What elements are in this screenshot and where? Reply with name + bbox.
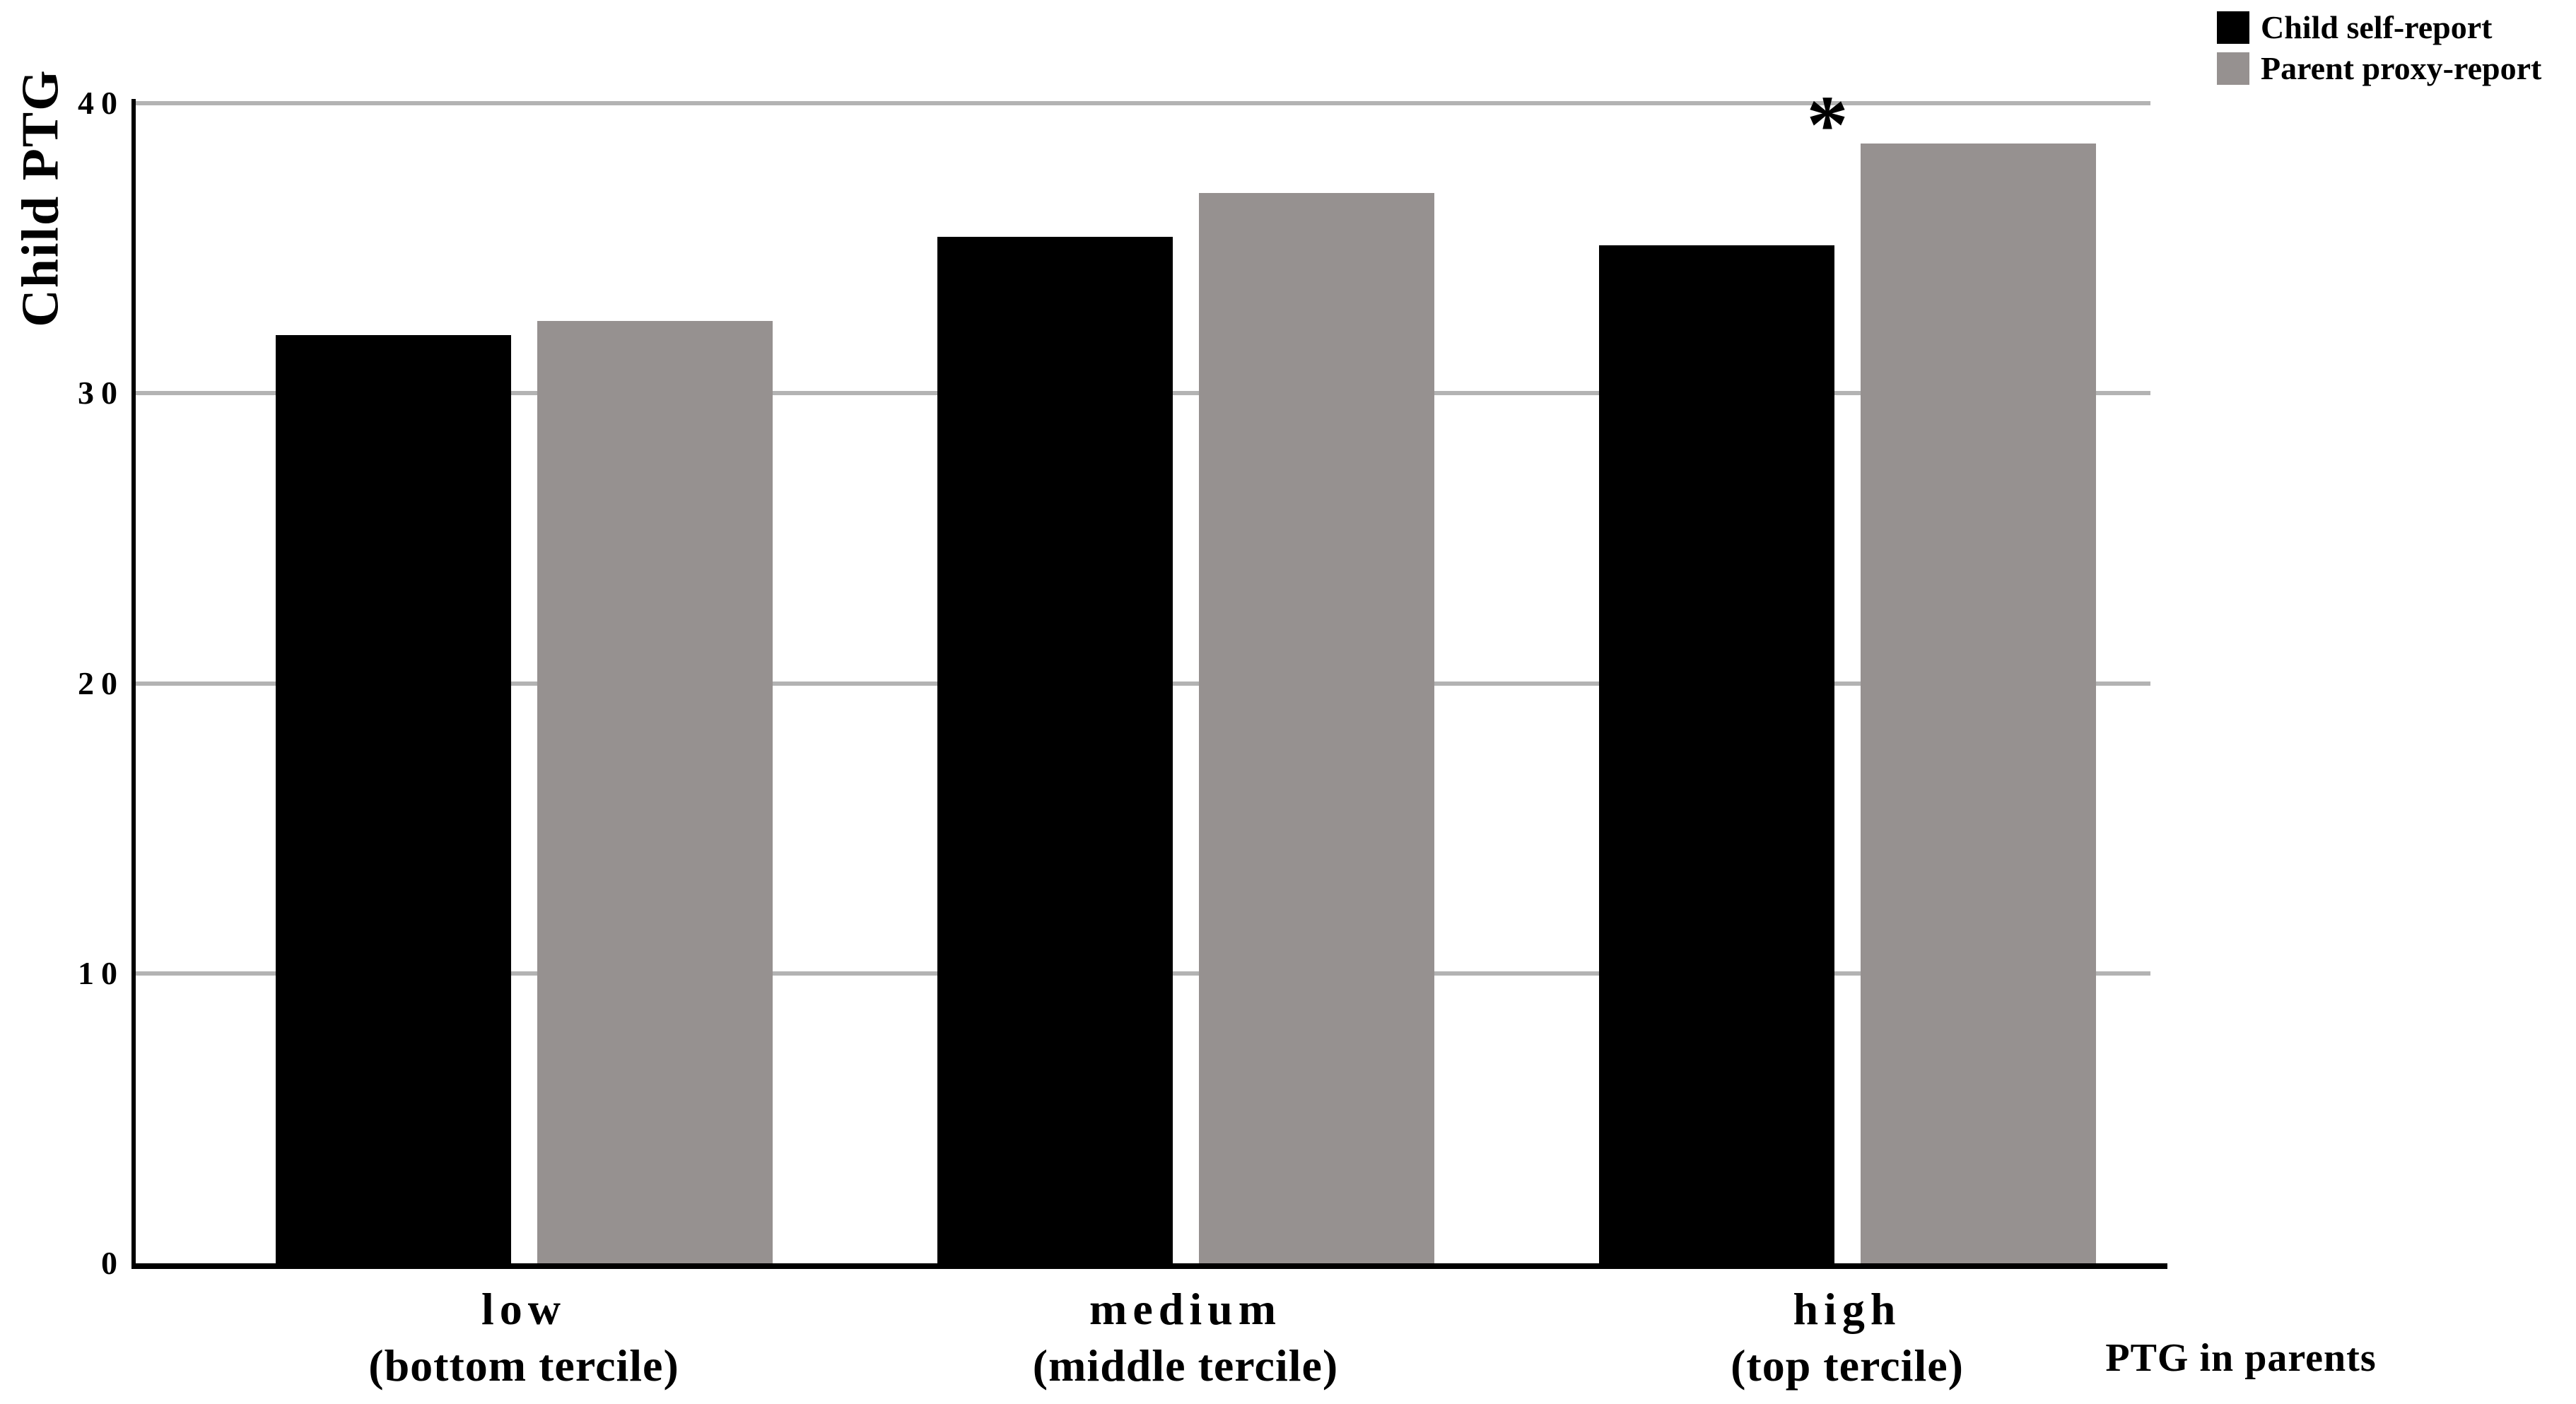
x-category-label-low: low (bottom tercile): [241, 1281, 807, 1394]
category-tercile: (top tercile): [1731, 1340, 1964, 1391]
legend-swatch-parent-proxy-report: [2217, 52, 2249, 85]
y-tick-label-20: 20: [78, 665, 124, 701]
significance-asterisk: *: [1806, 78, 1849, 171]
bar-high-parent-proxy-report: [1861, 144, 2096, 1263]
category-tercile: (bottom tercile): [368, 1340, 679, 1391]
gridline-y-40: [136, 101, 2150, 105]
legend-label-parent-proxy-report: Parent proxy-report: [2261, 50, 2542, 86]
legend: Child self-report Parent proxy-report: [2217, 11, 2541, 93]
y-axis-line: [131, 99, 136, 1266]
bar-medium-child-self-report: [937, 236, 1173, 1263]
bar-low-parent-proxy-report: [537, 320, 773, 1263]
category-name: low: [481, 1284, 566, 1334]
category-tercile: (middle tercile): [1032, 1340, 1339, 1391]
y-tick-label-10: 10: [78, 954, 124, 991]
y-tick-label-0: 0: [101, 1245, 124, 1281]
x-axis-title: PTG in parents: [2105, 1336, 2377, 1380]
bar-medium-parent-proxy-report: [1199, 193, 1434, 1263]
x-category-label-high: high (top tercile): [1564, 1281, 2130, 1394]
category-name: high: [1793, 1284, 1902, 1334]
bar-high-child-self-report: [1599, 245, 1834, 1263]
legend-item-parent-proxy-report: Parent proxy-report: [2217, 52, 2541, 85]
legend-label-child-self-report: Child self-report: [2261, 9, 2493, 45]
y-tick-label-40: 40: [78, 85, 124, 121]
x-axis-line: [131, 1263, 2167, 1269]
bar-low-child-self-report: [276, 335, 511, 1263]
category-name: medium: [1089, 1284, 1282, 1334]
legend-item-child-self-report: Child self-report: [2217, 11, 2541, 44]
legend-swatch-child-self-report: [2217, 11, 2249, 44]
y-tick-label-30: 30: [78, 375, 124, 411]
x-category-label-medium: medium (middle tercile): [903, 1281, 1468, 1394]
